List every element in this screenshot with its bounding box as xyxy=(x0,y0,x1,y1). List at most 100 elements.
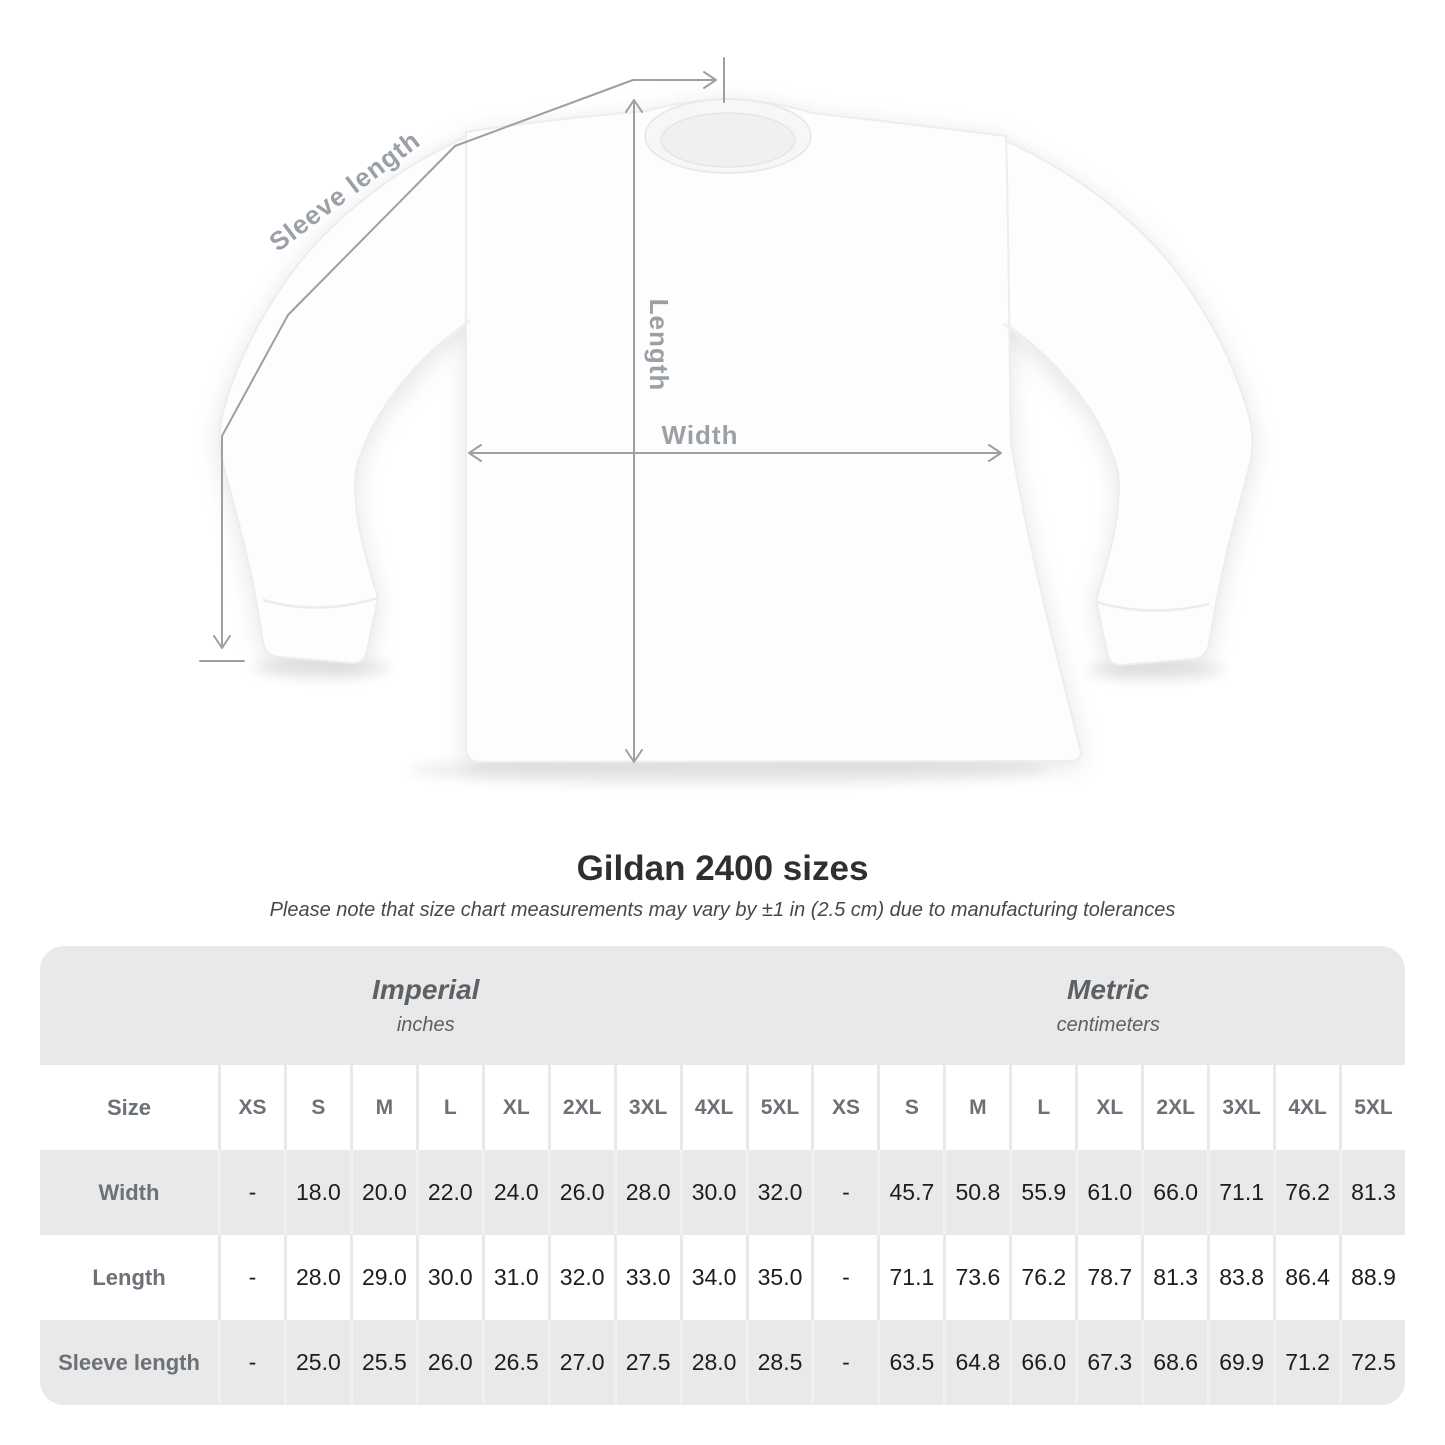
value-imperial: 24.0 xyxy=(481,1150,548,1235)
value-metric: 73.6 xyxy=(943,1235,1010,1320)
value-imperial: - xyxy=(218,1235,284,1320)
value-metric: 63.5 xyxy=(877,1320,943,1405)
value-imperial: 32.0 xyxy=(745,1150,812,1235)
shirt-ground-shadow xyxy=(408,756,1048,784)
value-imperial: 28.5 xyxy=(745,1320,812,1405)
length-label: Length xyxy=(644,299,674,392)
col-header-metric-xl: XL xyxy=(1075,1065,1142,1150)
sleeve-length-dimension-line xyxy=(199,57,725,662)
value-metric: 71.1 xyxy=(1207,1150,1273,1235)
value-metric: - xyxy=(811,1320,877,1405)
value-metric: 76.2 xyxy=(1273,1150,1339,1235)
col-header-metric-l: L xyxy=(1009,1065,1076,1150)
value-metric: 61.0 xyxy=(1075,1150,1141,1235)
value-metric: 64.8 xyxy=(943,1320,1009,1405)
row-label: Sleeve length xyxy=(58,1349,200,1375)
value-metric: 55.9 xyxy=(1009,1150,1075,1235)
collar-inner xyxy=(660,112,796,168)
unit-group-unit: inches xyxy=(396,1014,455,1036)
left-cuff-seam xyxy=(262,596,379,609)
arrowhead-right-icon xyxy=(988,444,1002,462)
col-header-imperial-s: S xyxy=(283,1065,350,1150)
col-header-metric-4xl: 4XL xyxy=(1273,1065,1340,1150)
row-label: Length xyxy=(40,1235,218,1320)
value-metric: 66.0 xyxy=(1141,1150,1207,1235)
value-imperial: 26.5 xyxy=(481,1320,548,1405)
value-metric: 72.5 xyxy=(1339,1320,1405,1405)
value-imperial: 30.0 xyxy=(415,1235,482,1320)
value-imperial: 31.0 xyxy=(481,1235,548,1320)
col-header-imperial-2xl: 2XL xyxy=(547,1065,614,1150)
value-metric: 68.6 xyxy=(1141,1320,1207,1405)
arrowhead-down-icon xyxy=(213,635,231,649)
value-imperial: 35.0 xyxy=(745,1235,812,1320)
value-metric: 81.3 xyxy=(1339,1150,1405,1235)
long-sleeve-shirt xyxy=(218,98,1254,764)
tolerance-note: Please note that size chart measurements… xyxy=(269,899,1176,921)
value-metric: - xyxy=(811,1235,878,1320)
arrowhead-left-icon xyxy=(468,444,482,462)
width-label: Width xyxy=(662,420,739,450)
row-label: Width xyxy=(98,1179,160,1205)
value-imperial: 28.0 xyxy=(679,1320,746,1405)
value-imperial: 18.0 xyxy=(283,1150,350,1235)
unit-header-row: Imperial inches Metric centimeters xyxy=(40,946,1405,1065)
right-cuff-seam xyxy=(1095,600,1210,612)
col-header-imperial-l: L xyxy=(415,1065,482,1150)
col-header-imperial-m: M xyxy=(349,1065,416,1150)
shirt-measurement-diagram: Sleeve length Length Width xyxy=(199,57,1254,784)
value-metric: 71.2 xyxy=(1273,1320,1339,1405)
col-header-metric-m: M xyxy=(943,1065,1010,1150)
value-metric: 67.3 xyxy=(1075,1320,1141,1405)
unit-group-imperial: Imperial inches xyxy=(40,946,812,1065)
value-imperial: 25.0 xyxy=(283,1320,350,1405)
value-metric: 86.4 xyxy=(1273,1235,1340,1320)
unit-group-name: Imperial xyxy=(372,974,480,1005)
value-imperial: 22.0 xyxy=(415,1150,482,1235)
width-dimension-line xyxy=(468,444,1002,462)
arrowhead-down-icon xyxy=(625,749,643,763)
value-imperial: 26.0 xyxy=(415,1320,482,1405)
value-imperial: 26.0 xyxy=(547,1150,614,1235)
right-armpit-fold xyxy=(1003,322,1074,399)
value-imperial: 29.0 xyxy=(349,1235,416,1320)
col-header-imperial-3xl: 3XL xyxy=(613,1065,680,1150)
value-imperial: - xyxy=(218,1150,284,1235)
col-header-imperial-xl: XL xyxy=(481,1065,548,1150)
unit-group-metric: Metric centimeters xyxy=(812,946,1406,1065)
value-metric: 88.9 xyxy=(1339,1235,1405,1320)
value-metric: 76.2 xyxy=(1009,1235,1076,1320)
col-header-imperial-5xl: 5XL xyxy=(745,1065,812,1150)
length-dimension-line xyxy=(625,99,643,763)
col-header-metric-2xl: 2XL xyxy=(1141,1065,1208,1150)
page-title: Gildan 2400 sizes xyxy=(576,849,869,888)
value-imperial: 28.0 xyxy=(283,1235,350,1320)
arrowhead-up-icon xyxy=(625,99,643,113)
value-metric: 83.8 xyxy=(1207,1235,1274,1320)
unit-group-name: Metric xyxy=(1067,974,1150,1005)
value-metric: - xyxy=(811,1150,877,1235)
value-metric: 69.9 xyxy=(1207,1320,1273,1405)
col-header-metric-3xl: 3XL xyxy=(1207,1065,1274,1150)
table-row-length: Length -28.0 29.0 30.0 31.0 32.0 33.0 34.0 35.0-… xyxy=(40,1235,1405,1320)
value-metric: 71.1 xyxy=(877,1235,944,1320)
unit-group-unit: centimeters xyxy=(1056,1014,1160,1036)
value-imperial: 20.0 xyxy=(349,1150,416,1235)
value-imperial: 25.5 xyxy=(349,1320,416,1405)
value-imperial: 28.0 xyxy=(613,1150,680,1235)
col-header-imperial-4xl: 4XL xyxy=(679,1065,746,1150)
col-header-metric-s: S xyxy=(877,1065,944,1150)
size-table: Imperial inches Metric centimeters Size X… xyxy=(40,946,1405,1405)
value-imperial: - xyxy=(218,1320,284,1405)
col-header-imperial-xs: XS xyxy=(218,1065,284,1150)
value-metric: 81.3 xyxy=(1141,1235,1208,1320)
value-metric: 66.0 xyxy=(1009,1320,1075,1405)
shirt-right-sleeve xyxy=(1002,138,1254,667)
value-imperial: 30.0 xyxy=(679,1150,746,1235)
size-column-header: Size xyxy=(40,1065,218,1150)
value-imperial: 27.5 xyxy=(613,1320,680,1405)
table-row-width: Width -18.0 20.0 22.0 24.0 26.0 28.0 30.0 32.0-4… xyxy=(40,1150,1405,1235)
value-imperial: 34.0 xyxy=(679,1235,746,1320)
value-metric: 45.7 xyxy=(877,1150,943,1235)
arrowhead-right-icon xyxy=(703,71,717,89)
